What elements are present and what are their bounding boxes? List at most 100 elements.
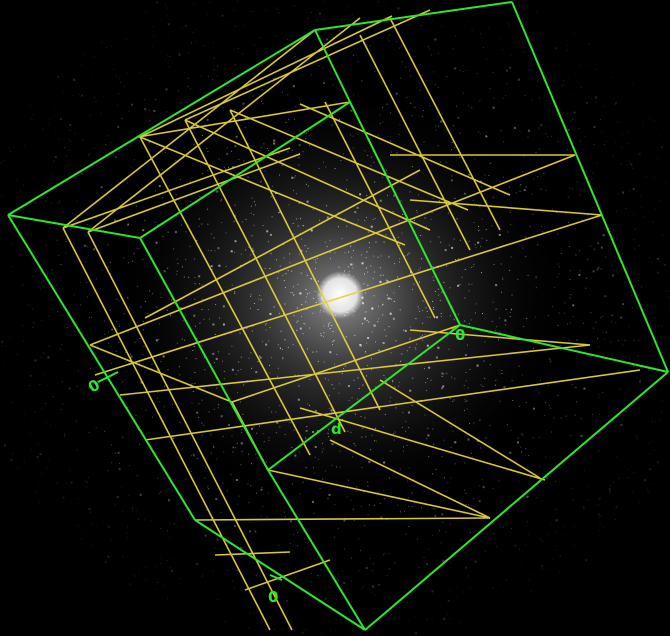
star-point — [118, 93, 120, 94]
star-point — [549, 568, 551, 570]
star-point — [284, 511, 285, 513]
star-point — [434, 508, 436, 510]
star-point — [61, 381, 63, 383]
star-point — [317, 575, 319, 577]
star-point — [600, 515, 602, 517]
star-point — [599, 530, 601, 532]
star-point — [333, 536, 335, 538]
star-point — [537, 80, 538, 82]
star-point — [384, 4, 386, 6]
star-point — [465, 70, 467, 71]
star-point — [402, 61, 403, 63]
star-point — [612, 155, 614, 157]
star-point — [115, 452, 116, 454]
star-point — [115, 75, 117, 77]
star-point — [120, 198, 122, 200]
star-point — [614, 519, 616, 521]
star-point — [86, 224, 88, 226]
star-point — [323, 19, 325, 21]
star-point — [56, 482, 58, 484]
star-point — [71, 212, 73, 214]
star-point — [240, 546, 241, 548]
star-point — [212, 41, 214, 43]
star-point — [45, 403, 47, 404]
star-point — [181, 102, 183, 104]
star-point — [135, 414, 137, 416]
star-point — [148, 141, 151, 144]
star-point — [242, 102, 245, 105]
star-point — [276, 8, 278, 10]
star-point — [596, 162, 598, 164]
star-point — [95, 278, 97, 280]
star-point — [16, 197, 18, 199]
star-point — [569, 187, 571, 189]
star-point — [103, 320, 105, 322]
star-point — [226, 490, 228, 492]
star-point — [59, 264, 61, 266]
star-point — [31, 118, 33, 120]
star-point — [598, 504, 600, 506]
star-point — [187, 85, 189, 87]
star-point — [610, 230, 612, 232]
star-point — [662, 234, 664, 236]
star-point — [262, 506, 264, 508]
star-point — [173, 558, 175, 560]
star-point — [270, 595, 273, 598]
star-point — [580, 64, 582, 66]
star-point — [76, 449, 78, 451]
star-point — [595, 101, 597, 103]
star-point — [643, 479, 646, 482]
star-point — [212, 570, 214, 572]
star-point — [54, 132, 56, 134]
star-point — [93, 367, 95, 369]
star-point — [585, 287, 587, 289]
star-point — [284, 553, 286, 555]
star-point — [554, 549, 556, 551]
star-point — [396, 40, 398, 42]
star-point — [647, 488, 649, 490]
star-point — [259, 37, 261, 38]
star-point — [103, 96, 105, 98]
star-point — [503, 141, 505, 143]
star-point — [614, 102, 617, 105]
star-point — [593, 248, 595, 250]
star-point — [658, 325, 660, 327]
star-point — [167, 530, 169, 532]
star-point — [589, 64, 591, 66]
star-point — [590, 312, 592, 314]
star-point — [104, 561, 107, 564]
star-point — [372, 562, 374, 564]
star-point — [191, 41, 193, 43]
star-point — [584, 470, 585, 471]
star-point — [555, 519, 558, 522]
star-point — [144, 519, 146, 521]
star-point — [101, 269, 103, 271]
star-point — [594, 505, 596, 507]
star-point — [443, 617, 446, 620]
star-point — [187, 77, 189, 79]
star-point — [446, 76, 448, 78]
star-point — [423, 557, 425, 558]
star-point — [465, 552, 467, 554]
star-point — [168, 488, 170, 490]
star-point — [511, 527, 512, 529]
star-point — [62, 496, 65, 499]
star-point — [66, 482, 68, 484]
star-point — [47, 356, 50, 359]
star-point — [122, 381, 124, 383]
star-point — [248, 502, 250, 504]
star-point — [462, 64, 464, 66]
axis-label-bottom: 0 — [268, 588, 278, 606]
star-point — [496, 546, 497, 548]
star-point — [234, 109, 235, 111]
star-point — [529, 69, 530, 71]
star-point — [517, 441, 519, 444]
star-point — [86, 246, 88, 248]
star-point — [369, 558, 371, 559]
star-point — [63, 92, 65, 94]
star-point — [67, 359, 69, 361]
star-point — [415, 615, 417, 617]
star-point — [191, 42, 192, 44]
star-point — [269, 582, 271, 584]
